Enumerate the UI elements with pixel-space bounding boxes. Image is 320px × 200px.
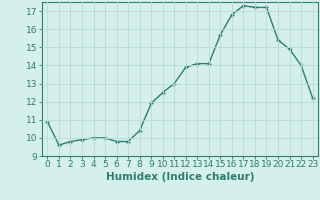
- X-axis label: Humidex (Indice chaleur): Humidex (Indice chaleur): [106, 172, 254, 182]
